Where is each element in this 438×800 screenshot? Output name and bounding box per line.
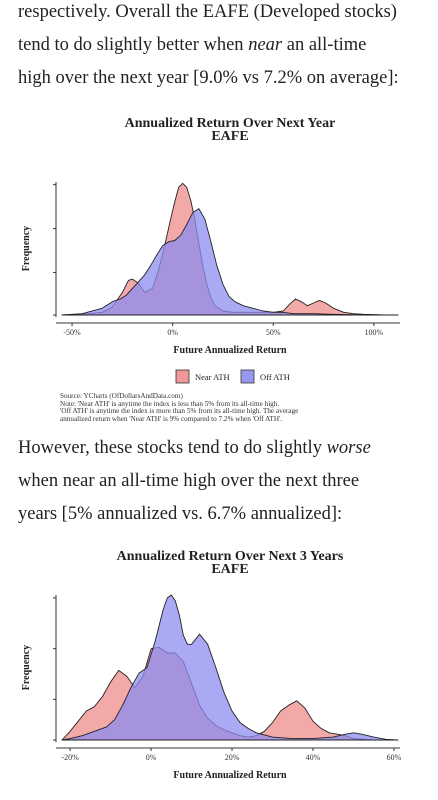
- x-axis-label: Future Annualized Return: [173, 770, 287, 781]
- intro-emphasis-near: near: [248, 35, 283, 55]
- source-line-4: annualized return when 'Near ATH' is 9% …: [60, 414, 283, 423]
- intro-line-3: high over the next year [9.0% vs 7.2% on…: [18, 68, 399, 88]
- x-tick-label: 40%: [306, 753, 321, 762]
- x-tick-label: 50%: [266, 328, 281, 337]
- intro-line-1: respectively. Overall the EAFE (Develope…: [18, 2, 397, 22]
- intro-line-2-start: tend to do slightly better when: [18, 35, 249, 55]
- source-line-3: 'Off ATH' is anytime the index is more t…: [60, 407, 299, 416]
- x-tick-label: -20%: [61, 753, 79, 762]
- followup-line-2: when near an all-time high over the next…: [18, 471, 360, 491]
- chart-source-note: Source: YCharts (OfDollarsAndData.com) N…: [60, 392, 430, 423]
- legend-label: Near ATH: [195, 372, 230, 382]
- x-axis-label: Future Annualized Return: [173, 345, 287, 356]
- followup-paragraph: However, these stocks tend to do slightl…: [18, 432, 428, 531]
- source-line-1: Source: YCharts (OfDollarsAndData.com): [60, 392, 183, 400]
- x-tick-label: 20%: [225, 753, 240, 762]
- chart-subtitle: EAFE: [211, 129, 248, 144]
- x-tick-label: 100%: [365, 328, 384, 337]
- intro-line-2: tend to do slightly better when near an …: [18, 29, 428, 62]
- y-axis-label: Frequency: [21, 645, 32, 690]
- chart-title: Annualized Return Over Next Year: [125, 116, 336, 131]
- density-near-ath: [61, 182, 399, 316]
- legend-swatch: [175, 369, 190, 384]
- x-tick-label: 60%: [387, 753, 402, 762]
- intro-line-2-end: an all-time: [282, 35, 367, 55]
- legend-swatch: [240, 369, 255, 384]
- intro-paragraph: respectively. Overall the EAFE (Develope…: [18, 0, 428, 95]
- chart-title: Annualized Return Over Next 3 Years: [117, 549, 344, 564]
- x-tick-label: 0%: [167, 328, 178, 337]
- x-tick-label: -50%: [63, 328, 81, 337]
- source-line-2: Note: 'Near ATH' is anytime the index is…: [60, 399, 280, 408]
- density-off-ath: [61, 208, 399, 316]
- chart-subtitle: EAFE: [211, 562, 248, 577]
- followup-line-1-start: However, these stocks tend to do slightl…: [18, 438, 327, 458]
- x-tick-label: 0%: [146, 753, 157, 762]
- density-off-ath: [61, 594, 399, 741]
- followup-emphasis-worse: worse: [326, 438, 371, 458]
- chart-legend: Near ATH Off ATH: [175, 369, 290, 384]
- y-axis-label: Frequency: [21, 226, 32, 271]
- legend-label: Off ATH: [260, 372, 290, 382]
- followup-line-1: However, these stocks tend to do slightl…: [18, 432, 428, 465]
- followup-line-3: years [5% annualized vs. 6.7% annualized…: [18, 504, 343, 524]
